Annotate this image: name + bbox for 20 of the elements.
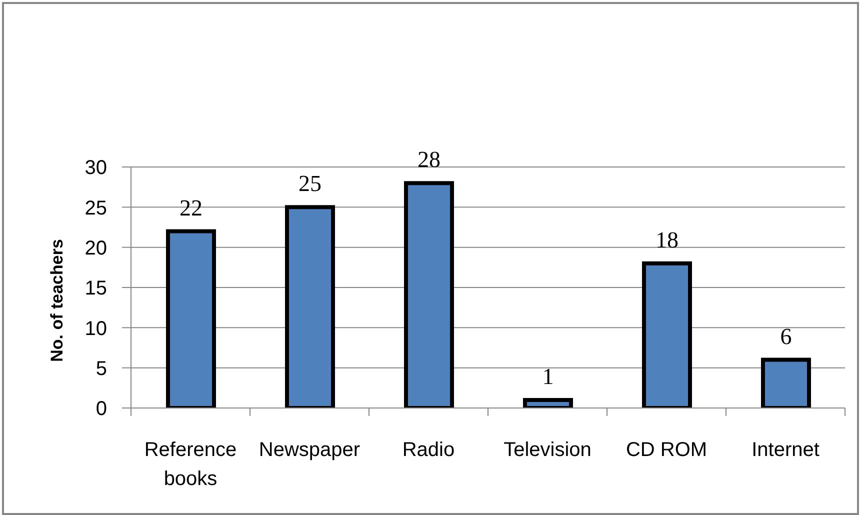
y-axis-title: No. of teachers — [48, 239, 66, 362]
data-label: 22 — [180, 195, 202, 220]
y-tick-label: 15 — [84, 278, 107, 300]
data-label: 18 — [656, 227, 678, 252]
data-label: 1 — [542, 364, 554, 389]
y-tick-label: 10 — [84, 318, 107, 340]
x-tick-label: Internet — [752, 439, 820, 462]
x-tick-label: Reference books — [144, 439, 237, 490]
y-tick-label: 25 — [84, 197, 107, 220]
x-tick-label: Television — [504, 439, 592, 462]
data-label: 28 — [418, 147, 440, 172]
x-tick-label: Radio — [402, 439, 455, 462]
y-tick-label: 0 — [96, 398, 107, 420]
y-tick-label: 5 — [96, 358, 107, 380]
y-tick-label: 20 — [84, 237, 107, 260]
x-tick-label: CD ROM — [626, 439, 708, 462]
x-tick-label: Newspaper — [258, 439, 360, 462]
data-label: 25 — [298, 171, 322, 196]
y-tick-label: 30 — [84, 157, 107, 180]
data-label: 6 — [780, 324, 792, 349]
